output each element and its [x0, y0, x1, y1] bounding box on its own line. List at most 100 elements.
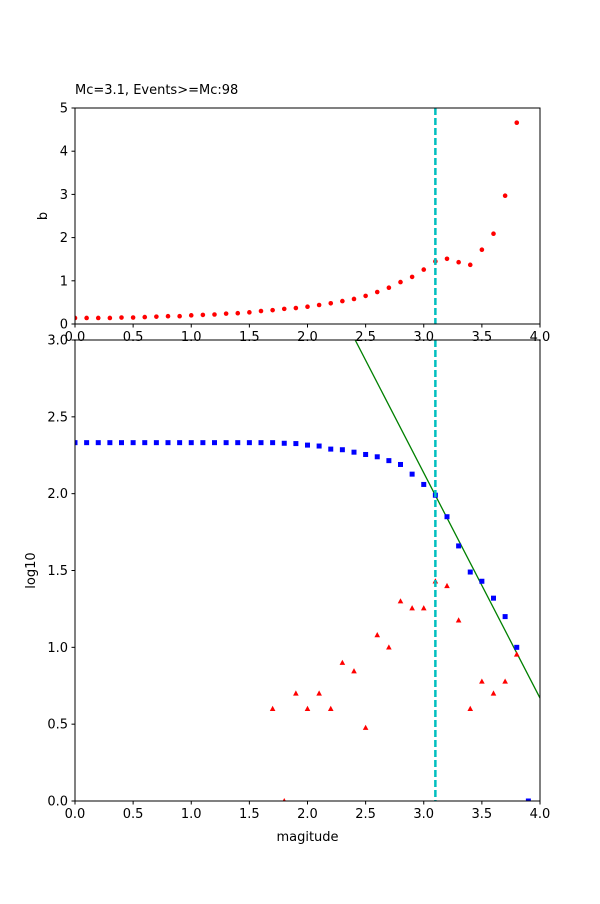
point — [270, 307, 275, 313]
point — [177, 440, 183, 446]
point — [247, 310, 252, 315]
point — [479, 578, 485, 584]
x-tick-label: 2.0 — [297, 330, 318, 345]
point — [456, 543, 462, 549]
x-tick-label: 2.5 — [355, 330, 376, 345]
y-tick-label: 3 — [60, 188, 68, 203]
point — [200, 312, 206, 318]
point — [514, 120, 520, 125]
plot-area — [75, 108, 520, 324]
plot-area — [75, 340, 540, 801]
x-tick-label: 1.5 — [239, 807, 260, 822]
axes-frame — [74, 107, 541, 325]
x-tick-label: 1.0 — [181, 807, 202, 822]
y-tick-label: 0 — [60, 318, 68, 333]
point — [165, 313, 171, 319]
x-axis-label: magitude — [276, 830, 338, 845]
point — [119, 315, 124, 320]
point — [409, 471, 415, 477]
y-tick-label: 2 — [60, 231, 68, 246]
x-tick-label: 3.0 — [413, 330, 434, 345]
x-tick-label: 1.0 — [181, 330, 202, 345]
point — [491, 231, 496, 237]
point — [270, 440, 276, 446]
point — [444, 582, 450, 589]
point — [467, 705, 474, 711]
point — [386, 458, 392, 464]
point — [398, 279, 403, 285]
x-tick-label: 3.5 — [472, 807, 493, 822]
point — [502, 614, 508, 620]
point — [200, 440, 206, 446]
point — [467, 262, 473, 268]
x-tick-label: 2.0 — [297, 807, 318, 822]
point — [327, 705, 334, 711]
y-tick-label: 3.0 — [47, 334, 68, 349]
point — [107, 315, 113, 321]
point — [305, 304, 310, 310]
point — [386, 644, 392, 650]
point — [491, 595, 496, 601]
point — [421, 267, 427, 272]
point — [177, 313, 182, 319]
point — [479, 678, 485, 684]
point — [513, 651, 520, 657]
point — [456, 259, 461, 265]
y-tick-label: 1.5 — [47, 564, 68, 579]
point — [165, 440, 171, 446]
point — [95, 315, 101, 321]
point — [351, 296, 357, 302]
point — [328, 300, 334, 306]
x-tick-label: 0.5 — [123, 807, 144, 822]
point — [502, 678, 508, 684]
y-tick-label: 2.5 — [47, 410, 68, 425]
point — [293, 690, 299, 696]
point — [339, 447, 345, 453]
point — [258, 440, 264, 446]
point — [235, 310, 241, 316]
point — [142, 440, 148, 446]
y-tick-label: 5 — [60, 102, 68, 117]
point — [223, 440, 229, 446]
point — [258, 308, 264, 314]
point — [188, 313, 194, 318]
point — [293, 305, 299, 311]
point — [409, 274, 415, 280]
y-axis-label: log10 — [24, 552, 39, 588]
point — [490, 690, 497, 696]
point — [188, 440, 194, 446]
point — [420, 605, 427, 611]
point — [398, 461, 403, 467]
x-tick-label: 2.5 — [355, 807, 376, 822]
point — [304, 705, 311, 711]
point — [154, 314, 159, 319]
point — [95, 440, 101, 446]
point — [444, 256, 450, 262]
point — [142, 314, 148, 320]
x-tick-label: 4.0 — [530, 807, 551, 822]
point — [305, 442, 310, 448]
point — [212, 440, 217, 446]
point — [444, 514, 450, 520]
point — [362, 724, 369, 730]
point — [235, 440, 241, 446]
point — [374, 632, 381, 638]
point — [130, 440, 136, 446]
point — [246, 440, 252, 446]
point — [107, 440, 113, 446]
point — [374, 289, 380, 295]
point — [351, 449, 357, 455]
point — [75, 440, 78, 446]
point — [409, 605, 415, 611]
point — [421, 481, 427, 487]
point — [525, 798, 531, 801]
point — [397, 598, 404, 604]
point — [363, 451, 369, 457]
x-tick-label: 1.5 — [239, 330, 260, 345]
point — [316, 302, 322, 308]
point — [339, 659, 346, 665]
x-tick-label: 0.0 — [65, 807, 86, 822]
x-tick-label: 0.5 — [123, 330, 144, 345]
point — [514, 644, 520, 650]
